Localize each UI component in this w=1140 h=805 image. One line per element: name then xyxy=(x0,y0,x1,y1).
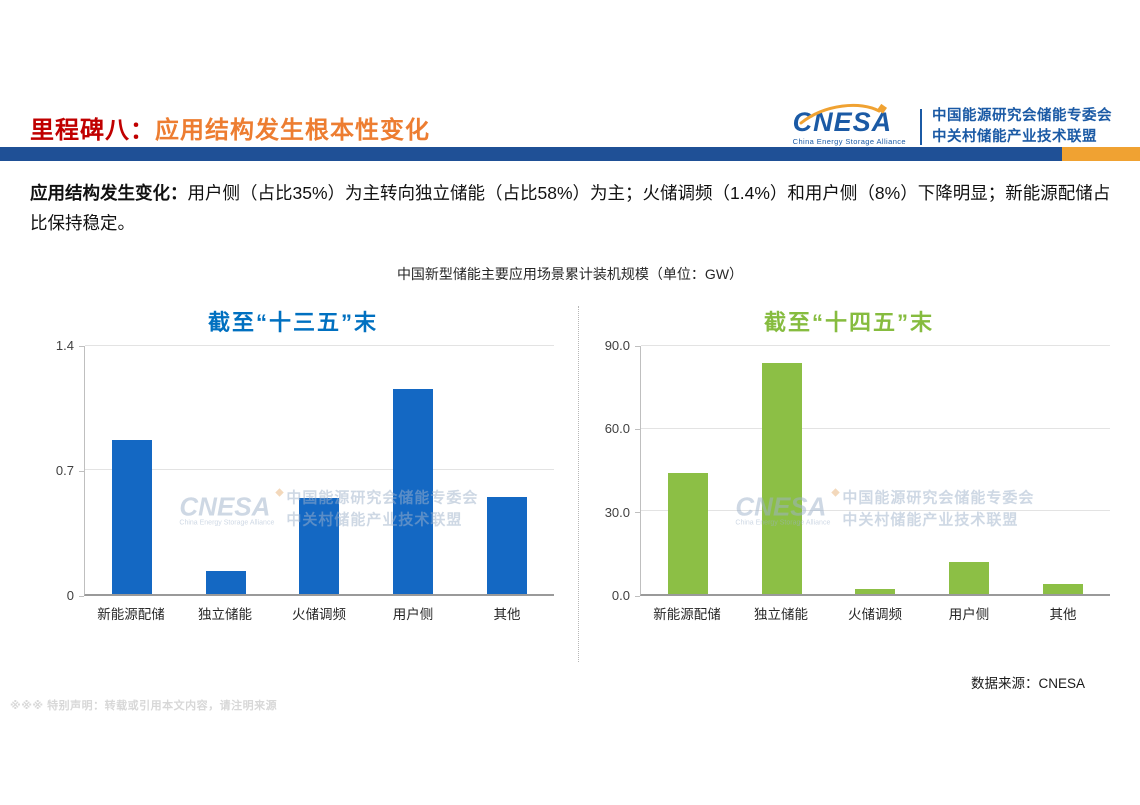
x-category-label: 独立储能 xyxy=(198,607,252,622)
bar xyxy=(949,562,990,594)
logo-divider xyxy=(920,109,922,146)
band-blue-segment xyxy=(0,147,1062,161)
y-axis-tick-label: 0.7 xyxy=(55,463,74,478)
gridline xyxy=(641,427,1110,429)
bar-slot xyxy=(273,346,367,594)
summary-body: 用户侧（占比35%）为主转向独立储能（占比58%）为主；火储调频（1.4%）和用… xyxy=(30,183,1111,234)
bar-slot xyxy=(641,346,735,594)
logo-org-line1: 中国能源研究会储能专委会 xyxy=(932,108,1112,124)
bar-slot xyxy=(1016,346,1110,594)
bar-slot xyxy=(179,346,273,594)
chart-title-13th-fyp: 截至“十三五”末 xyxy=(207,310,378,335)
chart-panel-13th-fyp: 截至“十三五”末 0 0.7 1.4 CNESA China Energy Stor… xyxy=(22,300,564,660)
page-title: 里程碑八：应用结构发生根本性变化 xyxy=(30,110,430,145)
plot-row: 0.0 30.0 60.0 90.0 CNESA China Energy Stora… xyxy=(578,338,1120,603)
x-category-label: 独立储能 xyxy=(754,607,808,622)
bar xyxy=(487,496,528,594)
bar xyxy=(667,472,708,594)
bar-series xyxy=(641,346,1110,594)
logo-org-name: 中国能源研究会储能专委会 中关村储能产业技术联盟 xyxy=(932,106,1112,148)
gridline xyxy=(85,345,554,346)
x-category-label: 用户侧 xyxy=(948,607,990,622)
y-axis-tick-label: 0 xyxy=(66,588,74,603)
gridline xyxy=(641,510,1110,512)
y-axis-tick-mark xyxy=(635,512,640,514)
x-category-label: 用户侧 xyxy=(392,607,434,622)
y-axis-tick-label: 90.0 xyxy=(604,338,630,353)
y-axis-tick-mark xyxy=(79,595,84,597)
charts-container: 截至“十三五”末 0 0.7 1.4 CNESA China Energy Stor… xyxy=(22,300,1120,660)
x-category-label: 火储调频 xyxy=(292,607,346,622)
chart-title-14th-fyp: 截至“十四五”末 xyxy=(763,310,934,335)
disclaimer-watermark: ※※※ 特别声明：转载或引用本文内容，请注明来源 xyxy=(10,700,278,712)
x-category-label: 其他 xyxy=(493,607,521,622)
page-title-prefix: 里程碑八： xyxy=(30,117,155,144)
gridline xyxy=(85,469,554,470)
summary-paragraph: 应用结构发生变化：用户侧（占比35%）为主转向独立储能（占比58%）为主；火储调… xyxy=(30,178,1116,238)
bar xyxy=(761,362,802,594)
bar-slot xyxy=(85,346,179,594)
logo-wordmark: CNESA xyxy=(792,106,893,137)
y-axis-tick-label: 0.0 xyxy=(611,588,630,603)
y-axis: 0 0.7 1.4 xyxy=(32,338,84,603)
cnesa-logo: CNESA China Energy Storage Alliance 中国能源… xyxy=(792,103,1112,148)
x-category-label: 新能源配储 xyxy=(653,607,721,622)
y-axis-tick-label: 60.0 xyxy=(604,421,630,437)
gridline xyxy=(641,345,1110,346)
bar xyxy=(205,570,246,594)
bar-slot xyxy=(366,346,460,594)
summary-lead: 应用结构发生变化： xyxy=(30,183,188,203)
charts-divider-line xyxy=(578,306,579,662)
y-axis: 0.0 30.0 60.0 90.0 xyxy=(588,338,640,603)
header-divider-band xyxy=(0,147,1140,161)
bar-series xyxy=(85,346,554,594)
y-axis-tick-mark xyxy=(79,470,84,472)
y-axis-tick-mark xyxy=(635,345,640,347)
y-axis-tick-label: 1.4 xyxy=(55,338,74,353)
y-axis-tick-label: 30.0 xyxy=(604,504,630,520)
y-axis-tick-mark xyxy=(635,595,640,597)
bar xyxy=(855,588,896,594)
x-category-label: 新能源配储 xyxy=(97,607,165,622)
page-title-main: 应用结构发生根本性变化 xyxy=(155,117,430,144)
y-axis-tick-mark xyxy=(635,428,640,430)
x-category-label: 火储调频 xyxy=(848,607,902,622)
bar xyxy=(393,388,434,594)
cnesa-logo-wordmark-wrap: CNESA China Energy Storage Alliance xyxy=(792,103,910,146)
bar xyxy=(299,498,340,594)
plot-area: CNESA China Energy Storage Alliance 中国能源… xyxy=(84,345,554,596)
plot-area: CNESA China Energy Storage Alliance 中国能源… xyxy=(640,345,1110,596)
bar-slot xyxy=(922,346,1016,594)
bar-slot xyxy=(460,346,554,594)
band-orange-segment xyxy=(1062,147,1140,161)
plot-row: 0 0.7 1.4 CNESA China Energy Storage Allia… xyxy=(22,338,564,603)
logo-tagline: China Energy Storage Alliance xyxy=(792,136,906,146)
x-axis-labels: 新能源配储 独立储能 火储调频 用户侧 其他 xyxy=(84,603,554,623)
bar xyxy=(1043,584,1084,594)
bar-slot xyxy=(829,346,923,594)
logo-org-line2: 中关村储能产业技术联盟 xyxy=(932,129,1097,146)
bar xyxy=(111,439,152,594)
x-category-label: 其他 xyxy=(1049,607,1077,622)
bar-slot xyxy=(735,346,829,594)
chart-panel-14th-fyp: 截至“十四五”末 0.0 30.0 60.0 90.0 CNESA China Ene… xyxy=(578,300,1120,660)
x-axis-labels: 新能源配储 独立储能 火储调频 用户侧 其他 xyxy=(640,603,1110,623)
chart-section-title: 中国新型储能主要应用场景累计装机规模（单位：GW） xyxy=(396,266,744,282)
y-axis-tick-mark xyxy=(79,345,84,347)
data-source-note: 数据来源：CNESA xyxy=(970,676,1085,691)
